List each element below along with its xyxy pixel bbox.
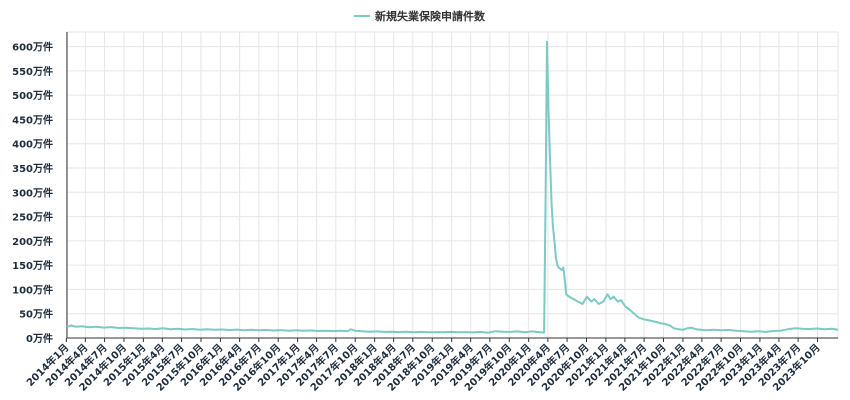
- plot-frame: [66, 31, 839, 339]
- y-tick-label: 100万件: [12, 283, 53, 296]
- y-tick-label: 500万件: [12, 89, 53, 102]
- y-tick-label: 0万件: [26, 332, 53, 345]
- series-line-0: [66, 40, 839, 334]
- y-tick-label: 300万件: [12, 186, 53, 199]
- series-layer: [66, 40, 839, 334]
- y-tick-label: 50万件: [19, 308, 53, 321]
- y-tick-label: 150万件: [12, 259, 53, 272]
- y-tick-label: 450万件: [12, 113, 53, 126]
- y-tick-label: 350万件: [12, 162, 53, 175]
- legend[interactable]: 新規失業保険申請件数: [354, 9, 486, 23]
- y-tick-label: 250万件: [12, 211, 53, 224]
- y-axis: 0万件 50万件 100万件 150万件 200万件 250万件 300万件 350万件 400…: [12, 32, 68, 345]
- grid-layer: [65, 31, 839, 339]
- y-tick-label: 600万件: [12, 41, 53, 54]
- legend-label: 新規失業保険申請件数: [375, 9, 486, 23]
- y-tick-label: 550万件: [12, 65, 53, 78]
- y-tick-label: 400万件: [12, 138, 53, 151]
- x-axis: 2014年1月2014年4月2014年7月2014年10月2015年1月2015…: [24, 337, 838, 394]
- y-tick-label: 200万件: [12, 235, 53, 248]
